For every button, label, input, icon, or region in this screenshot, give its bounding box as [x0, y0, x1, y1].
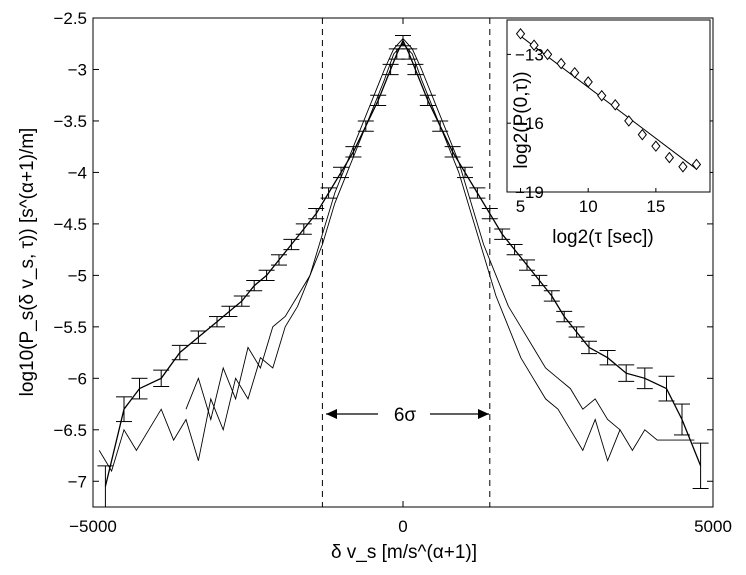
inset-fit-line-path [520, 35, 697, 170]
y-axis-label: log10(P_s(δ v_s, τ)) [s^(α+1)/m] [17, 128, 38, 397]
inset-diamond-point [624, 115, 634, 127]
x-axis-label: δ v_s [m/s^(α+1)] [331, 542, 477, 563]
inset-diamond-point [678, 160, 688, 173]
inset-fit-line [520, 35, 697, 170]
y-tick-label: −4.5 [53, 215, 87, 234]
y-tick-label: −3.5 [53, 112, 87, 131]
x-tick-label: −5000 [69, 517, 117, 536]
main-error-bars [97, 35, 709, 508]
inset-axis-ticks: 5 10 15 −13 −16 −19 [507, 45, 665, 216]
x-tick-label: 0 [398, 517, 407, 536]
y-tick-label: −2.5 [53, 9, 87, 28]
sigma-label: 6σ [394, 405, 417, 426]
inset-points [515, 27, 702, 173]
y-tick-label: −3 [68, 60, 87, 79]
y-tick-label: −5 [68, 266, 87, 285]
inset-diamond-point [664, 151, 675, 164]
inset-x-tick-label: 5 [516, 197, 525, 216]
inset-x-tick-label: 15 [646, 197, 665, 216]
sigma-annotation: 6σ [326, 405, 489, 426]
y-tick-label: −7 [68, 472, 87, 491]
y-tick-label: −6 [68, 369, 87, 388]
inset-diamond-point [691, 158, 702, 171]
inset-y-tick-label: −13 [515, 45, 544, 64]
y-tick-label: −5.5 [53, 318, 87, 337]
inset-diamond-point [515, 27, 526, 40]
y-tick-label: −4 [68, 163, 87, 182]
inset-diamond-point [610, 99, 620, 111]
inset-diamond-point [556, 57, 566, 70]
inset-plot: 5 10 15 −13 −16 −19 log2(τ [sec]) log2(P(0,τ)… [506, 19, 711, 248]
inset-diamond-point [651, 140, 661, 152]
inset-y-tick-label: −16 [515, 114, 544, 133]
inset-diamond-point [597, 89, 607, 102]
sigma-boundary-lines [321, 18, 491, 507]
inset-x-axis-label: log2(τ [sec]) [552, 227, 654, 248]
inset-x-tick-label: 10 [579, 197, 598, 216]
inset-y-tick-label: −19 [515, 183, 544, 202]
inset-plot-frame [506, 19, 711, 193]
inset-y-axis-label: log2(P(0,τ)) [511, 71, 532, 168]
inset-diamond-point [529, 39, 539, 52]
sigma-arrow-left-head [326, 409, 337, 419]
inset-diamond-point [570, 66, 580, 79]
x-tick-label: 5000 [694, 517, 732, 536]
sigma-arrow-right-head [478, 409, 489, 419]
inset-diamond-point [583, 76, 593, 88]
inset-diamond-point [637, 128, 647, 141]
inset-diamond-point [542, 48, 553, 61]
y-tick-label: −6.5 [53, 421, 87, 440]
main-axis-ticks: −5000 0 5000 −2.5 −3 −3.5 −4 −4.5 −5 −5.5 −6 −6.5 −7 [53, 9, 731, 536]
